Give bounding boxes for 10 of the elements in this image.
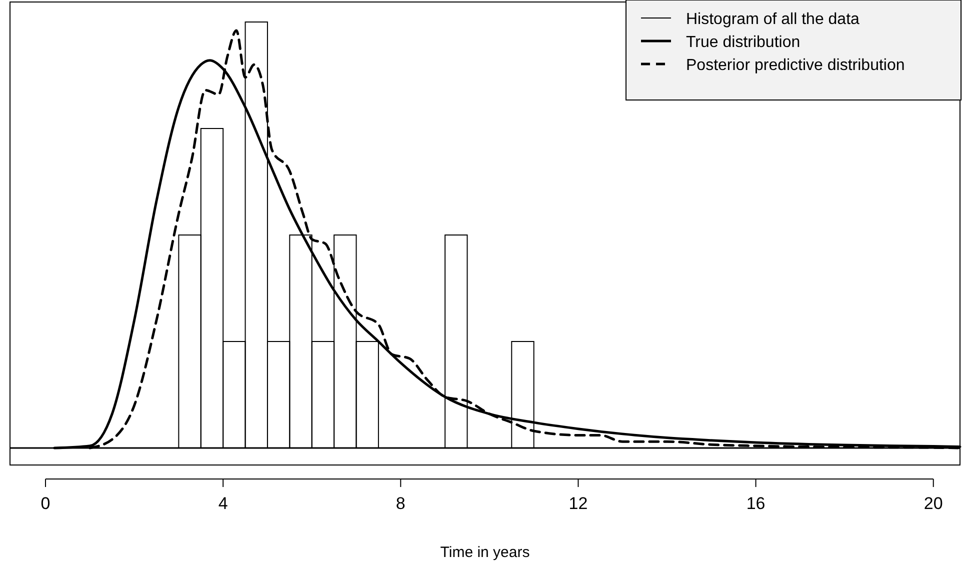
x-axis-title: Time in years — [440, 544, 530, 561]
x-tick-label: 4 — [218, 494, 228, 513]
x-tick-label: 20 — [924, 494, 943, 513]
x-tick-label: 16 — [746, 494, 766, 513]
x-tick-label: 12 — [568, 494, 588, 513]
legend-label: True distribution — [686, 34, 800, 51]
x-tick-label: 8 — [396, 494, 406, 513]
legend-label: Histogram of all the data — [686, 11, 860, 28]
x-tick-label: 0 — [40, 494, 50, 513]
legend-label: Posterior predictive distribution — [686, 57, 905, 74]
